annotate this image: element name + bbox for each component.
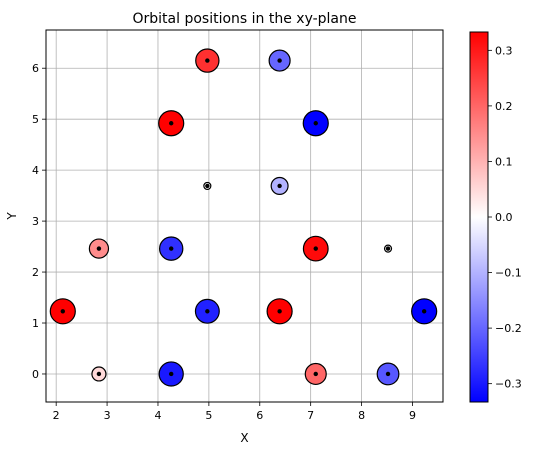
colorbar-tick-label: 0.0 [495,211,513,224]
x-tick-label: 8 [358,409,365,422]
atom-center-dot [169,372,173,376]
chart-title: Orbital positions in the xy-plane [132,11,356,27]
x-tick-label: 2 [53,409,60,422]
atom-center-dot [61,309,65,313]
atom-center-dot [277,309,281,313]
plot-frame [46,30,443,402]
atom-center-dot [169,246,173,250]
colorbar-tick-label: 0.3 [495,44,513,57]
atom-center-dot [205,58,209,62]
x-tick-label: 3 [104,409,111,422]
grid-lines [46,30,443,402]
atom-center-dot [314,246,318,250]
atom-center-dot [277,184,281,188]
colorbar-tick-label: 0.1 [495,155,513,168]
atom-center-dot [314,121,318,125]
atom-center-dot [277,58,281,62]
x-axis-label: X [240,431,248,445]
atom-center-dot [97,246,101,250]
x-tick-label: 6 [256,409,263,422]
y-tick-label: 1 [32,317,39,330]
atom-center-dot [422,309,426,313]
x-axis-ticks: 2 3 4 5 6 7 8 9 [53,402,416,422]
colorbar-ticks: 0.3 0.2 0.1 0.0 −0.1 −0.2 −0.3 [488,44,522,390]
atom-center-dot [314,372,318,376]
atom-center-dot [205,309,209,313]
data-points [50,49,436,386]
atom-center-dot [205,184,209,188]
colorbar-tick-label: 0.2 [495,100,513,113]
x-tick-label: 4 [154,409,161,422]
atom-center-dot [169,121,173,125]
x-tick-label: 9 [409,409,416,422]
y-tick-label: 3 [32,215,39,228]
y-axis-ticks: 0 1 2 3 4 5 6 [32,62,46,381]
x-tick-label: 5 [205,409,212,422]
atom-center-dot [386,372,390,376]
colorbar-tick-label: −0.1 [495,267,522,280]
y-tick-label: 5 [32,113,39,126]
y-tick-label: 6 [32,62,39,75]
x-tick-label: 7 [307,409,314,422]
y-tick-label: 0 [32,368,39,381]
atom-center-dot [386,246,390,250]
y-tick-label: 4 [32,164,39,177]
colorbar-tick-label: −0.3 [495,378,522,391]
colorbar-tick-label: −0.2 [495,322,522,335]
y-tick-label: 2 [32,266,39,279]
colorbar [470,32,488,402]
y-axis-label: Y [5,212,19,221]
atom-center-dot [97,372,101,376]
